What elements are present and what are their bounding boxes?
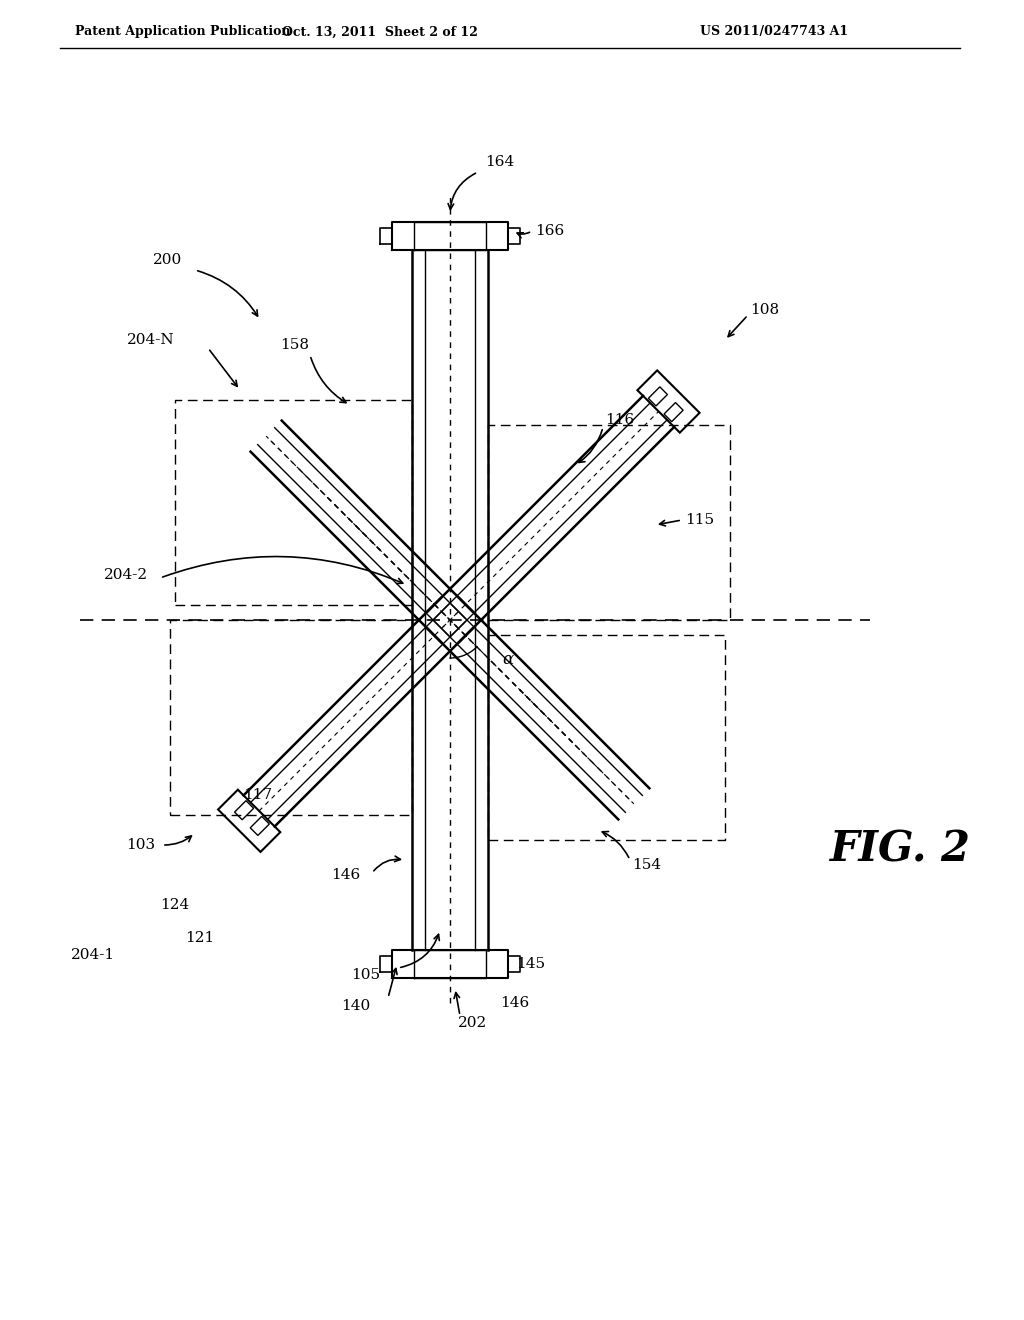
Text: 105: 105 [351, 968, 380, 982]
Text: 200: 200 [154, 253, 182, 267]
Text: 103: 103 [126, 838, 155, 851]
Text: 145: 145 [516, 957, 545, 972]
Text: 108: 108 [750, 304, 779, 317]
Text: 146: 146 [500, 997, 529, 1010]
Text: 204-1: 204-1 [71, 948, 115, 962]
Text: FIG. 2: FIG. 2 [830, 829, 971, 871]
Text: 154: 154 [632, 858, 662, 873]
Text: 164: 164 [485, 154, 514, 169]
Text: 204-2: 204-2 [103, 568, 148, 582]
Text: 116: 116 [605, 413, 634, 426]
Text: 140: 140 [341, 999, 370, 1012]
Text: 115: 115 [685, 513, 714, 527]
Text: 204-N: 204-N [127, 333, 175, 347]
Text: 166: 166 [535, 224, 564, 238]
Text: US 2011/0247743 A1: US 2011/0247743 A1 [700, 25, 848, 38]
Text: 121: 121 [185, 931, 214, 945]
Text: 117: 117 [243, 788, 272, 803]
Text: Oct. 13, 2011  Sheet 2 of 12: Oct. 13, 2011 Sheet 2 of 12 [282, 25, 478, 38]
Text: 202: 202 [458, 1016, 487, 1030]
Text: 124: 124 [160, 898, 189, 912]
Text: 158: 158 [281, 338, 309, 352]
Text: α: α [503, 652, 514, 668]
Text: Patent Application Publication: Patent Application Publication [75, 25, 291, 38]
Text: 146: 146 [331, 869, 360, 882]
